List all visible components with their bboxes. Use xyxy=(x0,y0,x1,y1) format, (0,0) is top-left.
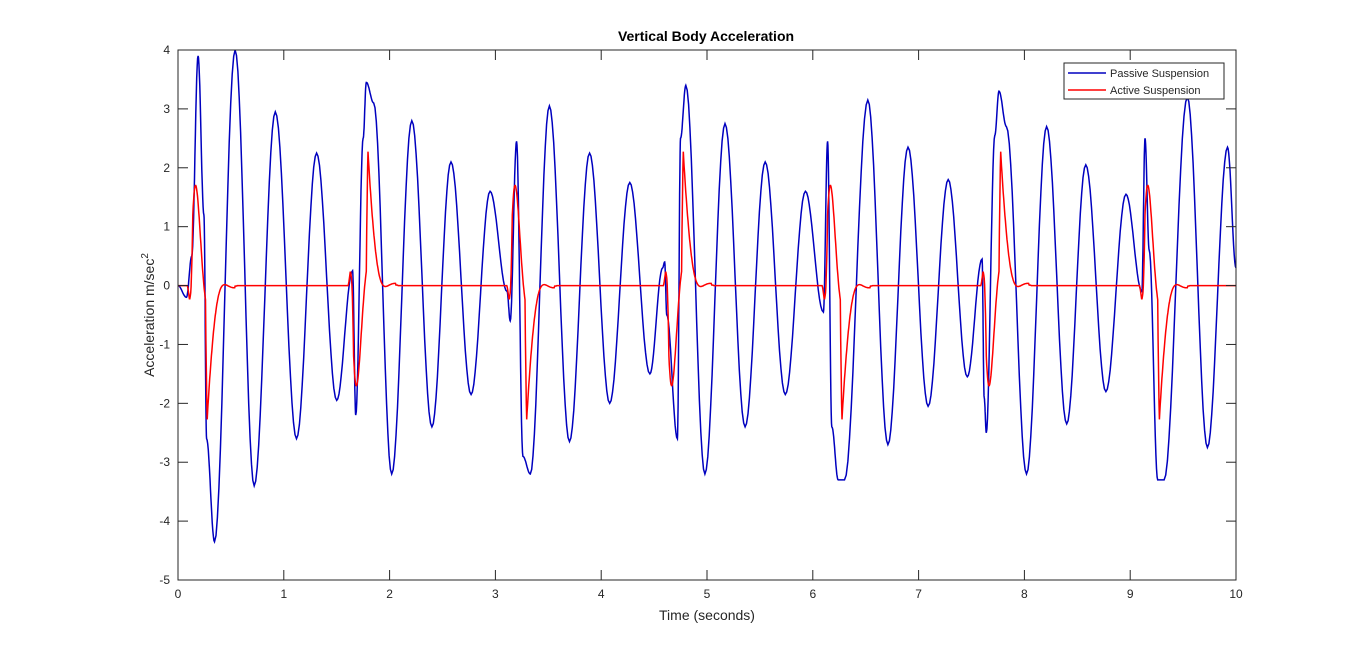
y-axis-label-superscript: 2 xyxy=(140,253,151,259)
y-tick-label: 0 xyxy=(163,279,170,293)
y-axis-label: Acceleration m/sec2 xyxy=(140,253,157,377)
series-layer xyxy=(177,49,1237,544)
x-tick-label: 10 xyxy=(1229,587,1243,601)
x-tick-label: 1 xyxy=(280,587,287,601)
y-tick-label: -3 xyxy=(159,455,170,469)
legend-label-active: Active Suspension xyxy=(1110,85,1201,97)
x-tick-label: 3 xyxy=(492,587,499,601)
y-tick-label: 1 xyxy=(163,220,170,234)
x-tick-label: 4 xyxy=(598,587,605,601)
y-tick-label: -2 xyxy=(159,396,170,410)
x-tick-label: 7 xyxy=(915,587,922,601)
legend-box xyxy=(1063,62,1225,100)
x-axis: 0 1 2 3 4 5 6 7 8 9 10 xyxy=(175,50,1243,601)
series-line-passive xyxy=(177,49,1237,544)
y-tick-label: -4 xyxy=(159,514,170,528)
y-axis: -5 -4 -3 -2 -1 0 1 2 3 4 xyxy=(159,43,1236,587)
x-tick-label: 9 xyxy=(1127,587,1134,601)
legend-label-passive: Passive Suspension xyxy=(1110,68,1209,80)
y-tick-label: -1 xyxy=(159,337,170,351)
y-tick-label: 2 xyxy=(163,161,170,175)
series-line-active xyxy=(178,151,1236,420)
y-axis-label-base: Acceleration m/sec xyxy=(141,259,157,377)
x-tick-label: 6 xyxy=(809,587,816,601)
x-tick-label: 2 xyxy=(386,587,393,601)
chart-title: Vertical Body Acceleration xyxy=(618,28,794,44)
plot-area xyxy=(177,49,1237,581)
legend: Passive Suspension Active Suspension xyxy=(1063,62,1225,100)
x-tick-label: 8 xyxy=(1021,587,1028,601)
x-tick-label: 0 xyxy=(175,587,182,601)
y-tick-label: 3 xyxy=(163,102,170,116)
y-tick-label: -5 xyxy=(159,573,170,587)
plot-background xyxy=(178,50,1236,580)
x-axis-label: Time (seconds) xyxy=(659,607,755,623)
y-tick-label: 4 xyxy=(163,43,170,57)
x-tick-label: 5 xyxy=(704,587,711,601)
